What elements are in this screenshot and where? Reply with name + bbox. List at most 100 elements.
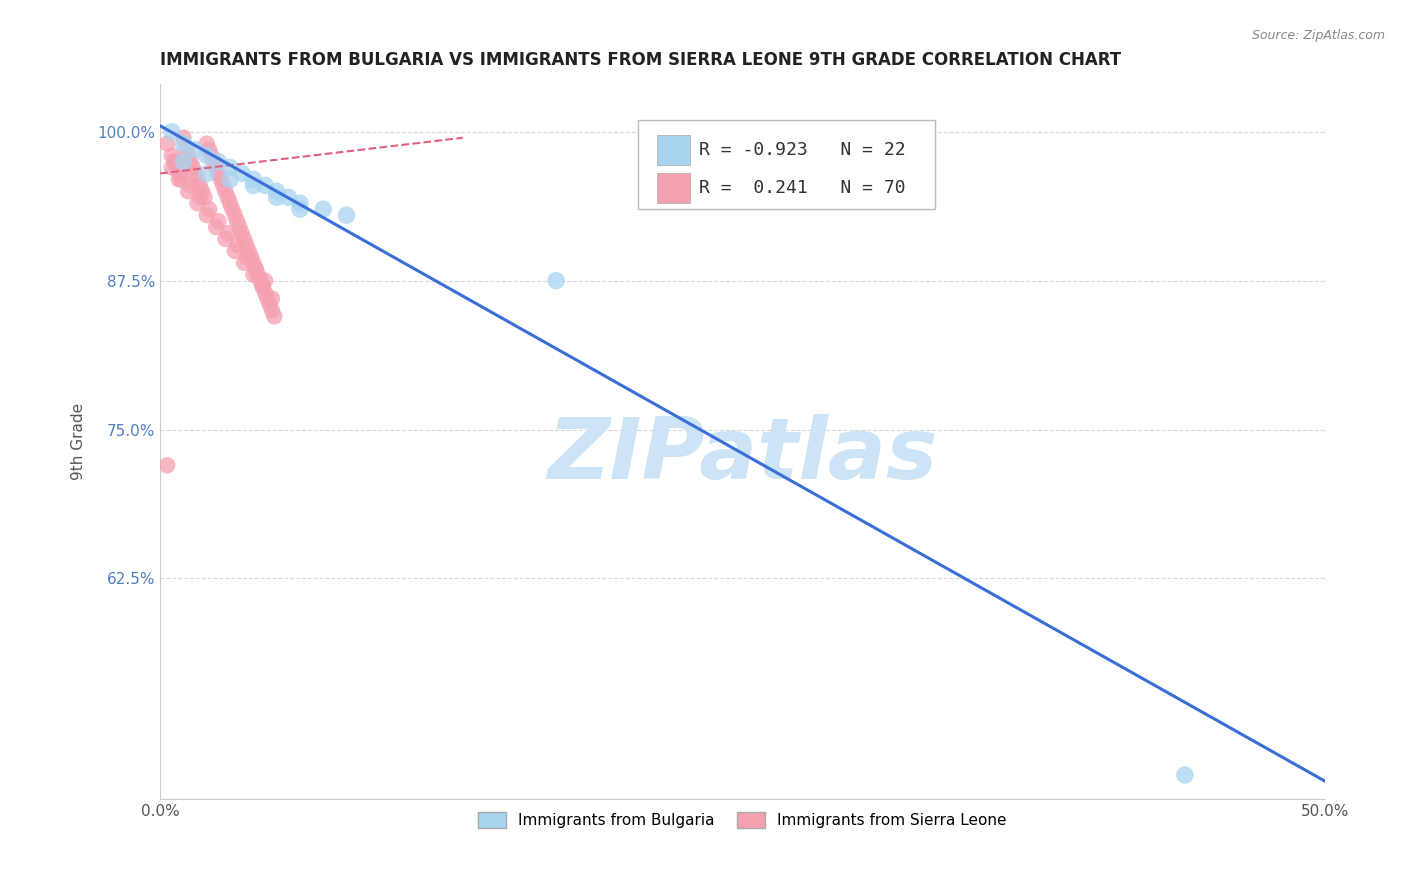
Point [217,190,239,204]
Legend: Immigrants from Bulgaria, Immigrants from Sierra Leone: Immigrants from Bulgaria, Immigrants fro… [472,805,1012,834]
Point [253,285,276,300]
Point [231,226,253,240]
Point [184,143,207,157]
Point [235,238,257,252]
Point [242,172,264,186]
Point [233,232,256,246]
Point [205,220,228,235]
Point [242,256,264,270]
Point [188,178,211,193]
Point [242,268,264,282]
Point [217,226,239,240]
Text: R = -0.923   N = 22: R = -0.923 N = 22 [699,141,905,159]
Point [163,154,186,169]
Point [177,184,200,198]
Point [212,178,235,193]
Point [179,154,201,169]
Point [256,292,278,306]
Point [252,279,274,293]
Point [260,292,283,306]
Point [266,190,288,204]
Point [156,136,179,151]
Point [207,154,229,169]
Point [228,220,250,235]
Text: IMMIGRANTS FROM BULGARIA VS IMMIGRANTS FROM SIERRA LEONE 9TH GRADE CORRELATION C: IMMIGRANTS FROM BULGARIA VS IMMIGRANTS F… [160,51,1122,69]
Point [207,214,229,228]
Point [170,172,193,186]
Point [253,178,276,193]
Point [214,184,236,198]
Point [1174,768,1197,782]
Point [235,250,257,264]
Point [184,166,207,180]
Point [224,244,246,258]
Point [173,130,195,145]
Point [242,178,264,193]
Point [200,148,222,162]
Point [238,244,260,258]
Point [233,256,256,270]
Point [193,190,215,204]
Point [335,208,357,222]
Point [181,161,204,175]
Point [174,143,197,157]
Point [186,196,208,211]
Point [195,148,218,162]
Point [226,238,249,252]
Point [166,161,188,175]
Point [226,214,249,228]
Point [259,297,281,311]
Point [263,310,285,324]
Point [245,261,267,276]
Point [312,202,335,217]
Point [219,172,242,186]
Point [209,172,232,186]
Point [546,274,568,288]
Point [179,178,201,193]
Text: R =  0.241   N = 70: R = 0.241 N = 70 [699,179,905,197]
Point [260,303,283,318]
Point [195,166,218,180]
Point [170,166,193,180]
Point [198,202,221,217]
FancyBboxPatch shape [658,135,690,165]
Point [252,279,274,293]
Point [160,148,183,162]
Point [288,196,311,211]
FancyBboxPatch shape [658,173,690,203]
Point [195,208,218,222]
Point [221,202,243,217]
Point [156,458,179,473]
Text: ZIPatlas: ZIPatlas [547,414,938,497]
Point [160,161,183,175]
Text: Source: ZipAtlas.com: Source: ZipAtlas.com [1251,29,1385,42]
FancyBboxPatch shape [638,120,935,210]
Point [167,172,190,186]
Point [198,143,221,157]
Point [249,274,271,288]
Point [219,161,242,175]
Point [277,190,299,204]
Point [188,190,211,204]
Point [195,136,218,151]
Point [163,154,186,169]
Point [240,250,263,264]
Point [207,166,229,180]
Point [214,232,236,246]
Y-axis label: 9th Grade: 9th Grade [72,403,86,480]
Point [173,136,195,151]
Point [173,154,195,169]
Point [186,172,208,186]
Point [160,125,183,139]
Point [266,184,288,198]
Point [288,202,311,217]
Point [191,184,214,198]
Point [219,196,242,211]
Point [202,154,225,169]
Point [247,268,270,282]
Point [245,261,267,276]
Point [231,166,253,180]
Point [253,274,276,288]
Point [224,208,246,222]
Point [177,148,200,162]
